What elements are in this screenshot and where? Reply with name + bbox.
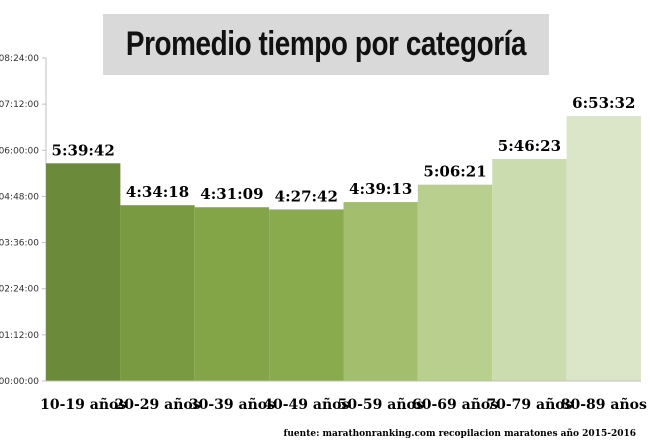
- data-label: 4:31:09: [200, 185, 263, 203]
- data-label: 5:06:21: [423, 163, 486, 181]
- y-tick-label: 01:12:00: [0, 331, 39, 341]
- x-tick-label: 70-79 años: [486, 396, 572, 413]
- bar: [417, 184, 493, 381]
- data-label: 6:53:32: [572, 94, 635, 112]
- bar: [120, 205, 195, 381]
- bars: [46, 115, 641, 381]
- bar: [343, 202, 418, 381]
- y-tick-label: 07:12:00: [0, 100, 39, 110]
- source-note: fuente: marathonranking.com recopilacion…: [284, 428, 636, 439]
- bar: [194, 207, 270, 381]
- data-labels: 5:39:42 4:34:18 4:31:09 4:27:42 4:39:13 5:06:…: [52, 94, 636, 205]
- data-label: 4:39:13: [349, 180, 412, 198]
- data-label: 5:39:42: [52, 141, 115, 159]
- x-tick-label: 20-29 años: [115, 396, 201, 413]
- y-axis: 00:00:00 01:12:00 02:24:00 03:36:00 04:48:00…: [0, 54, 47, 387]
- x-tick-label: 30-39 años: [189, 396, 275, 413]
- y-tick-label: 04:48:00: [0, 192, 39, 202]
- x-tick-label: 40-49 años: [263, 396, 349, 413]
- y-tick-label: 02:24:00: [0, 285, 39, 295]
- data-label: 4:34:18: [126, 183, 189, 201]
- y-tick-label: 08:24:00: [0, 54, 39, 64]
- bar: [492, 159, 567, 381]
- x-tick-label: 60-69 años: [412, 396, 498, 413]
- y-tick-label: 06:00:00: [0, 146, 39, 156]
- x-tick-label: 10-19 años: [40, 396, 126, 413]
- bar: [566, 115, 641, 381]
- title-box: Promedio tiempo por categoría: [103, 14, 549, 75]
- x-tick-label: 50-59 años: [338, 396, 424, 413]
- y-tick-label: 00:00:00: [0, 377, 39, 387]
- bar: [46, 163, 121, 381]
- x-tick-label: 80-89 años: [561, 396, 647, 413]
- data-label: 4:27:42: [275, 187, 338, 205]
- bar: [269, 209, 344, 381]
- chart-title: Promedio tiempo por categoría: [125, 25, 527, 63]
- y-tick-label: 03:36:00: [0, 239, 39, 249]
- data-label: 5:46:23: [498, 137, 561, 155]
